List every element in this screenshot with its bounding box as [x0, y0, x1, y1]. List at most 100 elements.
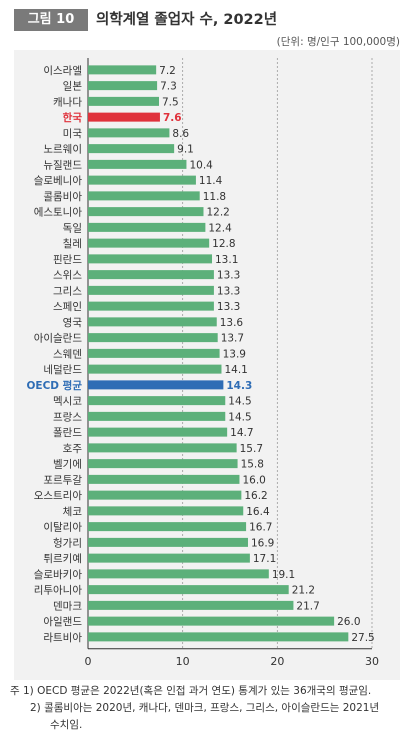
category-label: 핀란드 [53, 254, 82, 266]
value-label: 13.3 [217, 285, 240, 297]
value-label: 12.8 [212, 238, 235, 250]
category-label: 독일 [63, 221, 82, 234]
value-label: 7.6 [163, 112, 182, 124]
value-label: 7.5 [162, 96, 179, 108]
bar [88, 443, 237, 453]
category-label: 영국 [63, 317, 83, 329]
category-label: OECD 평균 [27, 379, 83, 392]
category-label: 네덜란드 [43, 364, 82, 376]
bar [88, 128, 170, 138]
value-label: 14.3 [226, 380, 252, 392]
value-label: 7.2 [159, 65, 176, 77]
value-label: 19.1 [272, 569, 295, 581]
figure-header: 그림 10 의학계열 졸업자 수, 2022년 [14, 9, 402, 31]
bar [88, 348, 220, 358]
footnote-2: 2) 콜롬비아는 2020년, 캐나다, 덴마크, 프랑스, 그리스, 아이슬란… [30, 702, 380, 714]
value-label: 17.1 [253, 553, 276, 565]
value-label: 16.2 [244, 490, 267, 502]
bar [88, 333, 218, 343]
category-label: 라트비아 [43, 632, 82, 644]
value-label: 15.8 [241, 459, 264, 471]
unit-label: (단위: 명/인구 100,000명) [276, 36, 400, 48]
value-label: 21.7 [296, 600, 319, 612]
category-label: 칠레 [63, 238, 82, 250]
category-label: 에스토니아 [34, 207, 83, 219]
category-label: 한국 [63, 111, 83, 124]
value-label: 26.0 [337, 616, 360, 628]
value-label: 12.4 [208, 222, 232, 234]
category-label: 체코 [63, 506, 83, 518]
value-label: 21.2 [292, 585, 315, 597]
bar [88, 285, 214, 295]
bar [88, 112, 160, 122]
value-label: 14.5 [228, 411, 251, 423]
category-label: 헝가리 [53, 537, 82, 549]
bar [88, 506, 244, 516]
category-label: 덴마크 [53, 600, 82, 612]
bar [88, 616, 335, 626]
bar [88, 411, 226, 421]
bar [88, 427, 228, 437]
category-label: 리투아니아 [34, 585, 83, 597]
value-label: 13.3 [217, 270, 240, 282]
value-label: 13.6 [220, 317, 244, 329]
bar [88, 207, 204, 217]
category-label: 이탈리아 [43, 521, 82, 534]
bar [88, 522, 247, 532]
bar [88, 144, 175, 154]
figure-badge: 그림 10 [14, 9, 88, 31]
bar [88, 364, 222, 374]
value-label: 16.9 [251, 537, 274, 549]
bar [88, 159, 187, 169]
bar [88, 254, 213, 264]
bar [88, 474, 240, 484]
bar [88, 175, 196, 185]
category-label: 멕시코 [53, 396, 82, 408]
value-label: 12.2 [206, 207, 229, 219]
bar [88, 490, 242, 500]
category-label: 뉴질랜드 [43, 159, 82, 171]
category-label: 일본 [63, 80, 83, 93]
value-label: 16.0 [242, 474, 265, 486]
value-label: 8.6 [172, 128, 189, 140]
value-label: 14.5 [228, 396, 251, 408]
bar [88, 96, 159, 106]
bar [88, 65, 157, 75]
bar [88, 301, 214, 311]
value-label: 14.1 [224, 364, 247, 376]
value-label: 15.7 [240, 443, 263, 455]
category-label: 폴란드 [53, 427, 82, 439]
category-label: 슬로베니아 [34, 175, 83, 187]
bar [88, 585, 289, 595]
bar [88, 380, 224, 390]
bar [88, 238, 210, 248]
value-label: 9.1 [177, 144, 194, 156]
category-label: 호주 [63, 443, 83, 455]
footnote-1: 주 1) OECD 평균은 2022년(혹은 인접 과거 연도) 통계가 있는 … [10, 685, 372, 697]
bar [88, 396, 226, 406]
category-label: 캐나다 [53, 96, 82, 108]
bar [88, 459, 238, 469]
bar [88, 222, 206, 232]
bar [88, 569, 269, 579]
bar [88, 553, 250, 563]
bar [88, 191, 200, 201]
category-label: 벨기에 [53, 459, 82, 471]
category-label: 아일랜드 [43, 615, 82, 628]
category-label: 스웨덴 [53, 348, 82, 360]
bar [88, 537, 248, 547]
x-tick-label: 20 [270, 655, 284, 668]
bar [88, 317, 217, 327]
value-label: 13.3 [217, 301, 240, 313]
category-label: 노르웨이 [43, 144, 82, 156]
category-label: 슬로바키아 [34, 569, 83, 581]
chart-panel: 0 10 20 30 이스라엘 7.2 일본 7.3 캐나다 7.5 한국 7.6 미국 8.6 노르웨이 9… [14, 50, 400, 680]
category-label: 콜롬비아 [43, 191, 82, 203]
category-label: 스위스 [53, 269, 82, 282]
category-label: 포르투갈 [43, 473, 82, 486]
value-label: 13.7 [221, 333, 244, 345]
category-label: 프랑스 [53, 411, 82, 423]
x-tick-label: 10 [176, 655, 190, 668]
value-label: 16.4 [246, 506, 270, 518]
category-label: 그리스 [53, 285, 82, 297]
